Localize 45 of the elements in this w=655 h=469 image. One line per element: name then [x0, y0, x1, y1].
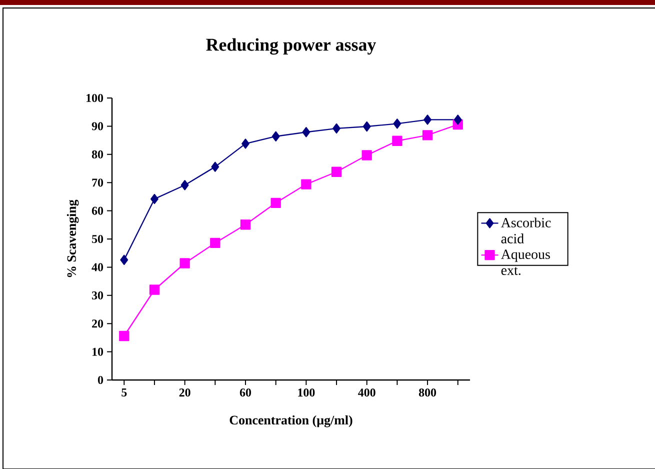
- x-tick-label: 5: [122, 388, 127, 396]
- legend-label: Aqueous ext.: [500, 250, 550, 276]
- point: [331, 166, 342, 177]
- y-tick-label: 80: [92, 150, 104, 158]
- x-tick-label: 100: [298, 388, 315, 397]
- point: [120, 254, 128, 265]
- point: [301, 179, 312, 190]
- y-tick-label: 90: [92, 122, 104, 130]
- point: [150, 194, 158, 204]
- x-tick-label: 60: [240, 388, 252, 397]
- chart-title: Reducing power assay: [206, 38, 376, 55]
- point: [332, 123, 340, 134]
- point: [362, 150, 372, 160]
- point: [180, 180, 189, 190]
- x-axis-title: Concentration (µg/ml): [230, 415, 352, 428]
- point: [149, 284, 160, 295]
- y-tick-label: 60: [92, 206, 104, 215]
- x-tick-label: 400: [358, 388, 376, 397]
- y-tick-label: 100: [86, 94, 104, 102]
- point: [240, 220, 251, 230]
- y-tick-label: 40: [92, 263, 104, 272]
- point: [180, 258, 190, 268]
- point: [392, 136, 402, 146]
- point: [272, 131, 280, 142]
- y-tick-label: 20: [92, 320, 104, 328]
- point: [242, 138, 250, 149]
- x-tick-label: 20: [179, 388, 190, 397]
- y-tick-label: 70: [92, 178, 104, 187]
- point: [422, 130, 433, 140]
- point: [302, 127, 310, 138]
- x-tick-label: 800: [418, 388, 436, 397]
- y-tick-label: 10: [92, 348, 104, 356]
- point: [211, 162, 220, 172]
- y-tick-label: 50: [92, 234, 104, 244]
- y-tick-label: 0: [98, 376, 104, 384]
- y-tick-label: 30: [92, 291, 104, 300]
- point: [454, 114, 462, 125]
- point: [270, 198, 281, 208]
- legend-label: Ascorbic acid: [500, 218, 551, 244]
- point: [119, 330, 130, 342]
- point: [362, 121, 371, 132]
- point: [424, 114, 432, 125]
- y-axis-title: % Scavenging: [66, 200, 79, 278]
- point: [393, 118, 402, 129]
- point: [210, 238, 220, 248]
